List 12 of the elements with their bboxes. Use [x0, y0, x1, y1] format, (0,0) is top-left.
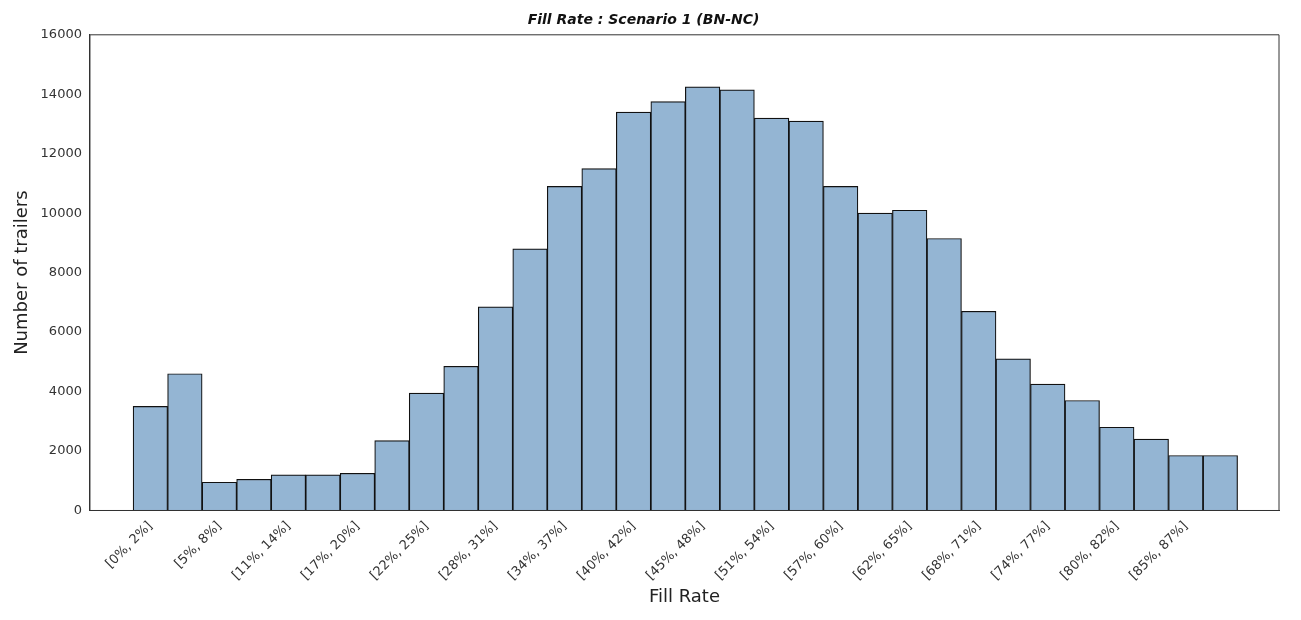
- y-tick-label: 12000: [40, 145, 82, 161]
- y-axis-title: Number of trailers: [10, 190, 32, 355]
- chart-title: Fill Rate : Scenario 1 (BN-NC): [527, 11, 760, 28]
- y-tick-label: 16000: [40, 26, 82, 42]
- y-tick-label: 10000: [40, 204, 82, 220]
- y-tick-label: 8000: [48, 264, 82, 280]
- y-tick-label: 6000: [48, 323, 82, 339]
- y-tick-label: 4000: [48, 382, 82, 398]
- y-tick-label: 2000: [48, 442, 82, 458]
- y-tick-label: 14000: [40, 85, 82, 101]
- y-tick-label: 0: [73, 501, 82, 517]
- x-axis-title: Fill Rate: [648, 584, 720, 606]
